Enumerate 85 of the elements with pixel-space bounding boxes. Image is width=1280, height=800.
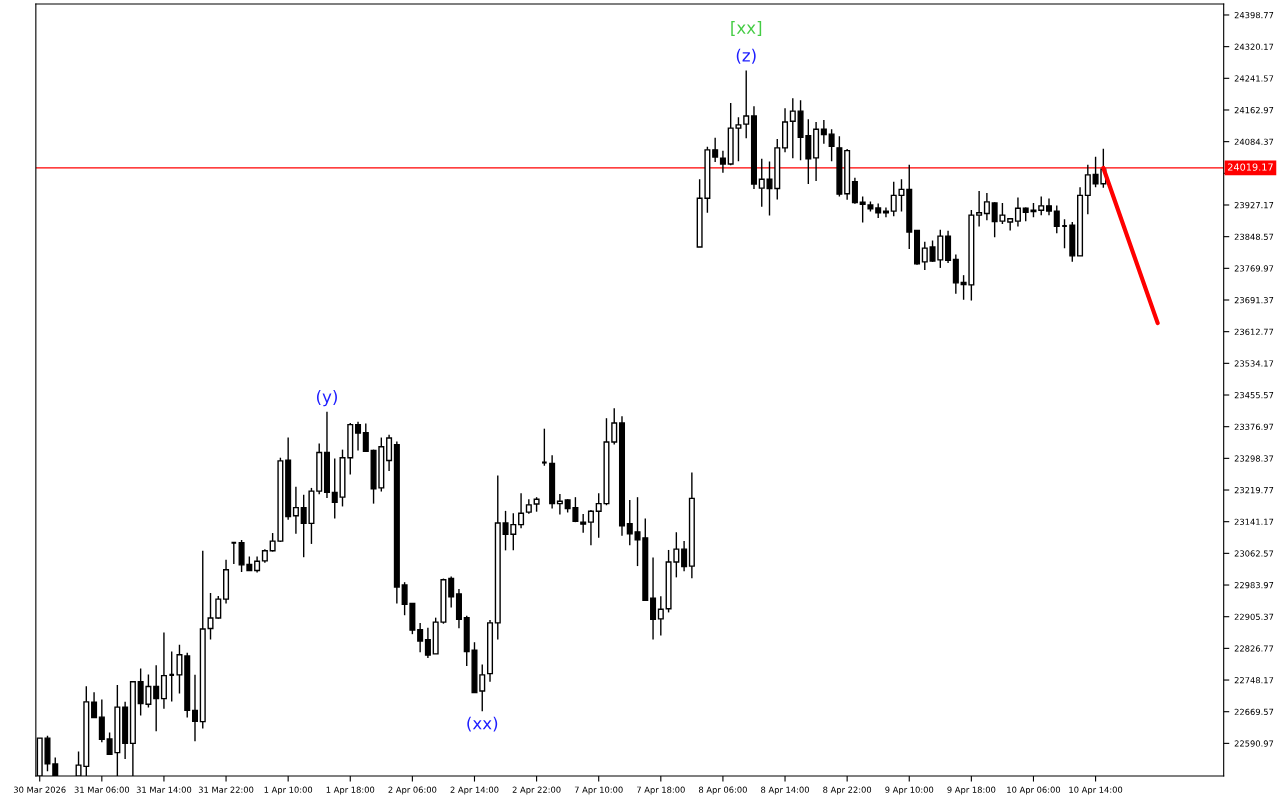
x-tick-label: 31 Mar 22:00	[198, 786, 254, 793]
candlestick	[160, 631, 167, 710]
y-tick-label: 23534.17	[1234, 360, 1274, 367]
candlestick	[657, 595, 664, 637]
candlestick	[820, 119, 827, 145]
x-tick-label: 31 Mar 06:00	[74, 786, 130, 793]
y-tick-label: 23769.97	[1234, 265, 1274, 272]
x-tick-label: 7 Apr 18:00	[636, 786, 685, 795]
x-tick-label: 10 Apr 06:00	[1007, 786, 1061, 795]
candlestick	[176, 643, 183, 695]
candlestick	[355, 421, 362, 452]
candlestick	[362, 422, 369, 453]
candlestick	[230, 541, 238, 565]
candlestick	[1084, 164, 1091, 216]
candlestick	[952, 253, 959, 295]
candlestick	[1038, 195, 1045, 216]
x-tick-label: 7 Apr 10:00	[574, 786, 623, 795]
y-tick-label: 22905.37	[1234, 613, 1274, 620]
candlestick	[743, 69, 750, 139]
candlestick	[611, 407, 618, 446]
x-tick-label: 8 Apr 14:00	[761, 786, 809, 795]
candlestick	[386, 434, 393, 472]
x-tick-label: 8 Apr 22:00	[823, 786, 872, 795]
candlestick	[153, 664, 160, 732]
x-tick-label: 9 Apr 10:00	[885, 786, 934, 795]
ref-line-label: 24019.17	[1227, 163, 1273, 171]
candlestick	[789, 97, 796, 160]
candlestick	[1061, 218, 1068, 249]
candlestick	[719, 149, 726, 174]
candlestick	[1053, 204, 1060, 234]
y-tick-label: 23298.37	[1234, 455, 1274, 462]
x-tick-label: 1 Apr 18:00	[326, 786, 375, 795]
y-tick-label: 23141.17	[1234, 518, 1274, 525]
y-tick-label: 24162.97	[1234, 106, 1274, 114]
y-tick-label: 24241.57	[1234, 75, 1274, 82]
candlestick	[712, 137, 719, 163]
candlestick	[448, 575, 455, 609]
y-tick-label: 22826.77	[1234, 645, 1274, 652]
candlestick	[921, 241, 928, 271]
y-tick-label: 23927.17	[1234, 201, 1274, 209]
annotation: (y)	[316, 390, 337, 407]
y-tick-label: 24398.77	[1234, 11, 1274, 19]
candlestick	[882, 206, 889, 218]
candlestick	[1014, 196, 1021, 228]
x-tick-label: 30 Mar 2026	[13, 786, 66, 793]
candlestick	[681, 540, 688, 573]
y-tick-label: 23219.77	[1234, 487, 1274, 494]
candlestick	[424, 627, 431, 659]
candlestick	[976, 190, 983, 228]
y-tick-label: 22748.17	[1234, 677, 1274, 684]
candlestick	[828, 128, 835, 162]
y-tick-label: 24320.17	[1234, 43, 1274, 50]
annotation: (xx)	[467, 716, 498, 732]
y-tick-label: 23691.37	[1234, 296, 1274, 304]
candlestick	[292, 486, 299, 535]
candlestick	[587, 509, 594, 546]
candlestick	[518, 492, 525, 529]
y-tick-label: 22669.57	[1234, 708, 1274, 715]
x-tick-label: 2 Apr 06:00	[388, 786, 437, 795]
x-tick-label: 31 Mar 14:00	[136, 786, 192, 793]
candlestick	[91, 691, 98, 719]
y-tick-label: 23455.57	[1234, 391, 1274, 399]
candlestick	[650, 556, 657, 641]
candlestick	[191, 674, 199, 743]
x-tick-label: 2 Apr 22:00	[512, 786, 561, 795]
x-tick-label: 1 Apr 10:00	[264, 786, 313, 795]
x-tick-label: 8 Apr 06:00	[698, 786, 747, 795]
y-tick-label: 23376.97	[1234, 423, 1274, 430]
y-tick-label: 23612.77	[1234, 328, 1274, 335]
candlestick	[417, 622, 424, 653]
candlestick	[626, 499, 633, 546]
x-tick-label: 9 Apr 18:00	[947, 786, 996, 795]
annotation: (z)	[736, 48, 756, 64]
y-tick-label: 23848.57	[1234, 233, 1274, 240]
y-tick-label: 22983.97	[1234, 582, 1274, 589]
candlestick	[983, 192, 990, 222]
y-tick-label: 22590.97	[1234, 740, 1274, 747]
y-tick-label: 24084.37	[1234, 138, 1274, 145]
x-tick-label: 2 Apr 14:00	[450, 786, 499, 795]
y-tick-label: 23062.57	[1234, 550, 1274, 557]
candlestick	[580, 513, 587, 534]
candlestick	[851, 176, 858, 205]
x-tick-label: 10 Apr 14:00	[1069, 786, 1123, 795]
candlestick	[98, 698, 105, 743]
annotation: [xx]	[731, 21, 762, 36]
